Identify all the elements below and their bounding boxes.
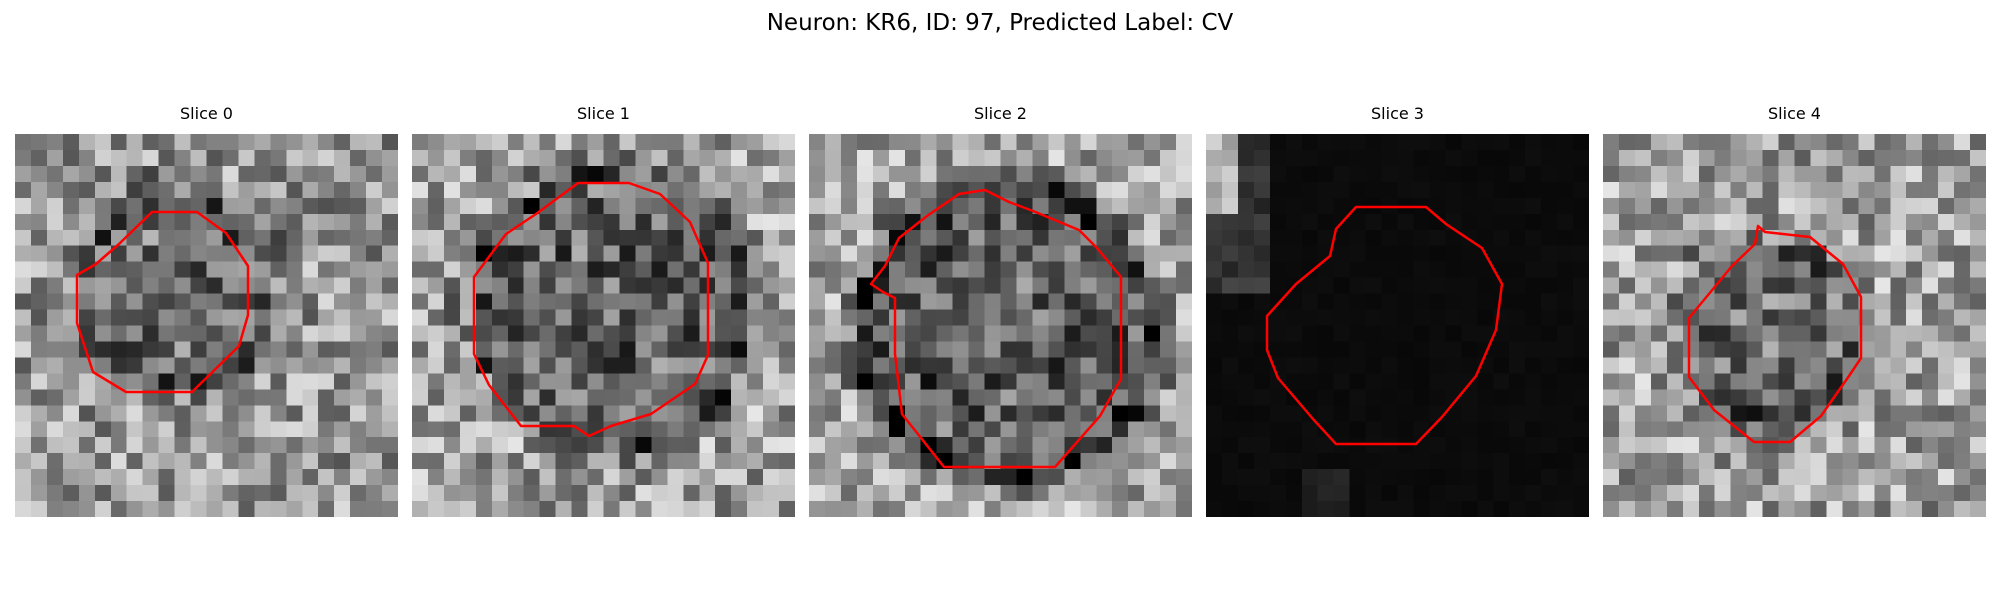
- slice-title: Slice 1: [577, 104, 630, 123]
- grayscale-image: [1206, 134, 1589, 517]
- slice-title: Slice 0: [180, 104, 233, 123]
- roi-contour: [472, 181, 710, 438]
- slice-image: [1206, 134, 1589, 517]
- slice-image: [1603, 134, 1986, 517]
- slice-panel-0: Slice 0: [15, 104, 398, 517]
- slice-image: [412, 134, 795, 517]
- slice-image: [15, 134, 398, 517]
- roi-contour: [75, 210, 250, 394]
- slice-title: Slice 4: [1768, 104, 1821, 123]
- slice-panel-2: Slice 2: [809, 104, 1192, 517]
- slice-image: [809, 134, 1192, 517]
- slice-title: Slice 2: [974, 104, 1027, 123]
- roi-contour: [1265, 205, 1504, 446]
- roi-contour: [869, 188, 1123, 469]
- slice-panel-3: Slice 3: [1206, 104, 1589, 517]
- grayscale-image: [1603, 134, 1986, 517]
- slice-panel-1: Slice 1: [412, 104, 795, 517]
- slice-title: Slice 3: [1371, 104, 1424, 123]
- figure-title: Neuron: KR6, ID: 97, Predicted Label: CV: [766, 10, 1234, 36]
- roi-contour: [1687, 224, 1863, 444]
- slice-panel-4: Slice 4: [1603, 104, 1986, 517]
- grayscale-image: [412, 134, 795, 517]
